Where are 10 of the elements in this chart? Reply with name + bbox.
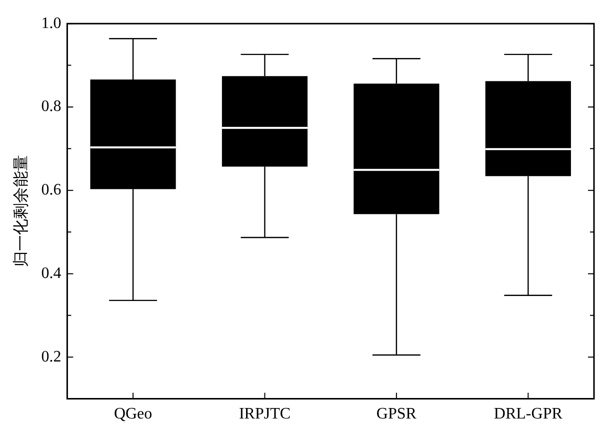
y-tick-label: 0.4 xyxy=(41,264,62,282)
y-axis-title: 归一化剩余能量 xyxy=(10,155,30,268)
y-tick-label: 0.2 xyxy=(41,348,62,366)
x-tick-label: QGeo xyxy=(114,406,152,423)
x-tick-label: DRL-GPR xyxy=(494,406,563,423)
y-tick-label: 1.0 xyxy=(41,14,62,32)
x-tick-label: IRPJTC xyxy=(238,406,291,423)
x-tick-label: GPSR xyxy=(376,406,417,423)
y-tick-label: 0.6 xyxy=(41,182,62,199)
y-tick-label: 0.8 xyxy=(41,98,62,116)
